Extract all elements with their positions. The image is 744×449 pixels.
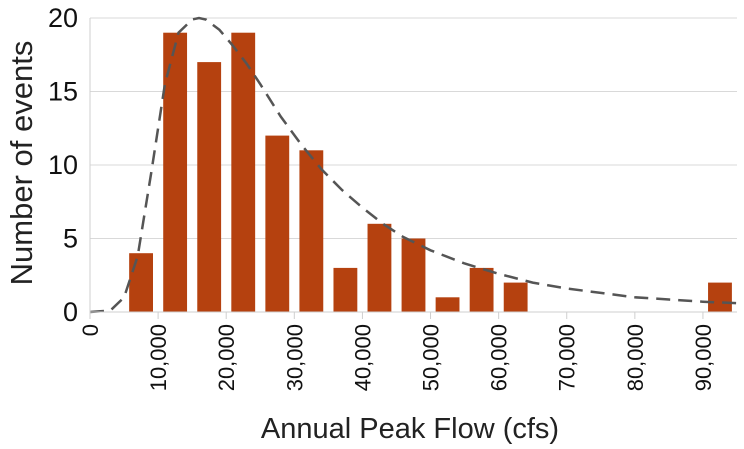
y-tick-label: 10 — [48, 150, 78, 180]
bar-3 — [231, 32, 256, 312]
x-tick-label: 90,000 — [691, 324, 716, 391]
x-tick-label: 80,000 — [623, 324, 648, 391]
bar-2 — [197, 62, 222, 312]
x-tick-label: 50,000 — [419, 324, 444, 391]
x-tick-label: 30,000 — [282, 324, 307, 391]
x-tick-label: 60,000 — [487, 324, 512, 391]
bar-11 — [503, 282, 528, 312]
bar-8 — [401, 238, 426, 312]
bar-7 — [367, 223, 392, 312]
x-axis-title: Annual Peak Flow (cfs) — [261, 413, 559, 445]
y-tick-label: 20 — [48, 3, 78, 33]
x-axis-ticks: 0 10,000 20,000 30,000 40,000 50,000 60,000 70,… — [78, 312, 716, 391]
y-tick-label: 15 — [48, 77, 78, 107]
bar-12 — [708, 282, 732, 312]
x-tick-label: 10,000 — [146, 324, 171, 391]
bar-4 — [265, 135, 290, 312]
bar-9 — [435, 297, 460, 312]
x-tick-label: 70,000 — [555, 324, 580, 391]
x-tick-label: 20,000 — [214, 324, 239, 391]
bar-10 — [469, 267, 494, 312]
x-tick-label: 40,000 — [350, 324, 375, 391]
bar-5 — [299, 150, 324, 312]
bar-0 — [129, 253, 153, 312]
y-tick-label: 0 — [63, 297, 78, 327]
bar-6 — [333, 267, 358, 312]
y-axis-title: Number of events — [4, 41, 39, 286]
x-tick-label: 0 — [78, 324, 103, 336]
y-axis-ticks: 0 5 10 15 20 — [48, 3, 78, 327]
y-tick-label: 5 — [63, 224, 78, 254]
bar-series — [129, 32, 732, 312]
bar-1 — [163, 32, 188, 312]
